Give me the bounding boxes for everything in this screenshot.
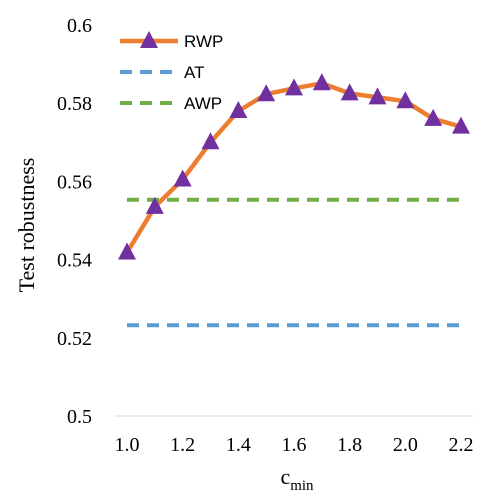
rwp-point xyxy=(145,196,164,214)
rwp-point xyxy=(257,84,276,102)
y-tick-label: 0.52 xyxy=(57,328,92,350)
rwp-point xyxy=(312,73,331,91)
rwp-series-line xyxy=(125,81,462,254)
x-tick-label: 2.2 xyxy=(449,434,474,456)
y-tick-label: 0.5 xyxy=(67,406,92,428)
rwp-point xyxy=(340,83,359,101)
rwp-point xyxy=(118,242,136,260)
rwp-point xyxy=(173,169,192,187)
x-tick-label: 1.2 xyxy=(170,434,195,456)
x-tick-label: 1.0 xyxy=(115,434,140,456)
rwp-point xyxy=(285,78,303,96)
legend-rwp-marker xyxy=(140,31,158,48)
legend-rwp-label: RWP xyxy=(184,32,223,51)
y-tick-label: 0.54 xyxy=(57,250,92,272)
legend-at-label: AT xyxy=(184,63,204,82)
x-axis-tick-labels: 1.0 1.2 1.4 1.6 1.8 2.0 2.2 xyxy=(115,434,474,456)
x-axis-title: cmin xyxy=(280,464,314,494)
y-tick-label: 0.56 xyxy=(57,171,92,193)
y-axis-title: Test robustness xyxy=(14,158,39,293)
y-tick-label: 0.58 xyxy=(57,93,92,115)
x-axis-title-main: c xyxy=(280,464,290,489)
rwp-point xyxy=(396,91,415,109)
rwp-point xyxy=(201,132,220,150)
series-lines xyxy=(125,81,462,328)
x-tick-label: 1.6 xyxy=(282,434,307,456)
rwp-markers xyxy=(118,73,470,260)
x-axis-title-subscript: min xyxy=(290,478,314,494)
rwp-point xyxy=(368,87,387,105)
legend: RWP AT AWP xyxy=(120,31,223,113)
y-axis-tick-labels: 0.5 0.52 0.54 0.56 0.58 0.6 xyxy=(57,15,92,428)
legend-awp-label: AWP xyxy=(184,94,222,113)
x-tick-label: 2.0 xyxy=(393,434,418,456)
x-tick-label: 1.8 xyxy=(337,434,362,456)
rwp-point xyxy=(424,108,443,126)
rwp-point xyxy=(229,101,248,119)
rwp-point xyxy=(452,116,470,134)
y-tick-label: 0.6 xyxy=(67,15,92,37)
x-tick-label: 1.4 xyxy=(226,434,251,456)
